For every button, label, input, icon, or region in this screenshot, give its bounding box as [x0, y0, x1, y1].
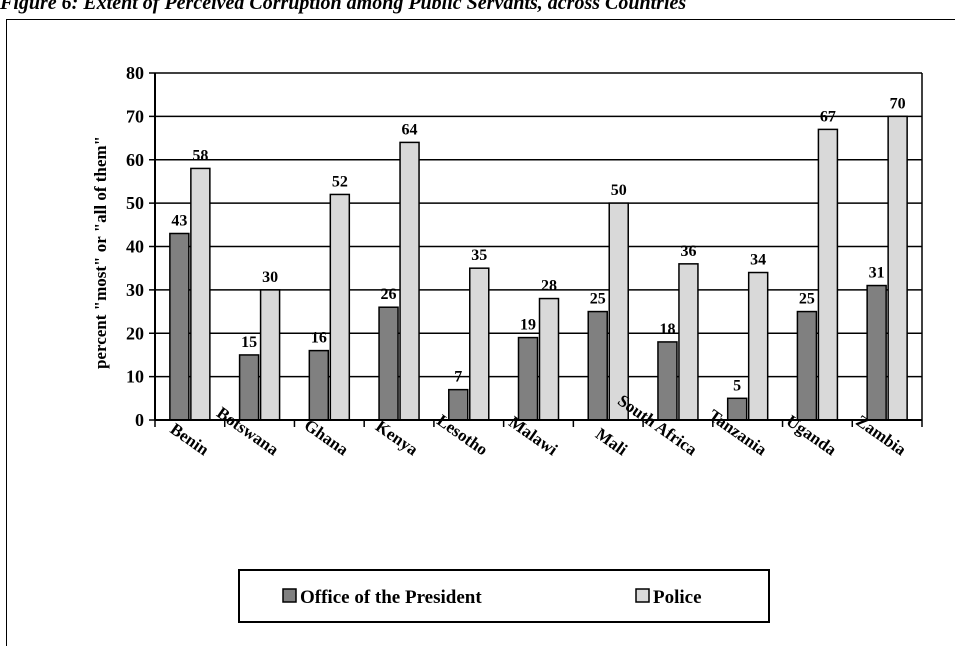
x-label-benin: Benin: [167, 419, 213, 459]
data-label-lesotho-office-of-the-president: 7: [454, 369, 462, 386]
legend-swatch-office-of-the-president: [282, 588, 297, 603]
bar-ghana-office-of-the-president: [308, 349, 330, 421]
bar-uganda-office-of-the-president: [796, 310, 818, 421]
data-label-ghana-office-of-the-president: 16: [311, 330, 327, 347]
data-label-mali-police: 50: [611, 182, 627, 199]
y-tick-label-30: 30: [126, 280, 144, 300]
y-tick-label-80: 80: [126, 63, 144, 83]
x-label-mali: Mali: [592, 424, 631, 459]
bar-zambia-office-of-the-president: [866, 284, 887, 421]
bar-south-africa-office-of-the-president: [657, 341, 678, 421]
bars: [169, 115, 908, 421]
bar-south-africa-police: [678, 263, 699, 421]
y-tick-labels: 0 10 20 30 40 50 60 70 80: [126, 63, 144, 430]
chart-frame: [6, 19, 955, 646]
bar-benin-police: [190, 167, 211, 421]
data-label-uganda-office-of-the-president: 25: [799, 291, 815, 308]
bar-zambia-police: [887, 115, 908, 421]
x-label-ghana: Ghana: [301, 416, 353, 460]
figure-title: Figure 6: Extent of Perceived Corruption…: [0, 0, 687, 14]
gridlines: [155, 72, 922, 378]
bar-lesotho-police: [469, 267, 490, 421]
data-label-south-africa-police: 36: [680, 243, 696, 260]
bar-kenya-police: [399, 141, 420, 421]
legend-label-police: Police: [653, 587, 702, 608]
data-label-botswana-office-of-the-president: 15: [241, 334, 257, 351]
data-label-zambia-police: 70: [890, 95, 906, 112]
axes: [149, 72, 923, 427]
bar-botswana-police: [259, 289, 281, 421]
data-label-benin-police: 58: [192, 147, 208, 164]
bar-kenya-office-of-the-president: [378, 306, 399, 421]
bar-malawi-police: [538, 297, 560, 421]
data-labels: 43 58 15 30 16 52 26 64 7 35 19 28 25 50 18 36 5 34 25 67 31…: [171, 95, 905, 394]
data-label-kenya-office-of-the-president: 26: [381, 286, 397, 303]
data-label-mali-office-of-the-president: 25: [590, 291, 606, 308]
data-label-tanzania-office-of-the-president: 5: [733, 377, 741, 394]
data-label-south-africa-office-of-the-president: 18: [659, 321, 675, 338]
bar-benin-office-of-the-president: [169, 232, 190, 421]
y-tick-label-10: 10: [126, 367, 144, 387]
y-axis-title: percent "most" or "all of them": [91, 136, 110, 369]
bar-uganda-police: [817, 128, 839, 421]
data-label-benin-office-of-the-president: 43: [171, 212, 187, 229]
y-tick-label-40: 40: [126, 237, 144, 257]
data-label-botswana-police: 30: [262, 269, 278, 286]
bar-mali-police: [608, 202, 629, 421]
bar-malawi-office-of-the-president: [517, 336, 539, 421]
legend-swatch-police: [635, 588, 650, 603]
data-label-uganda-police: 67: [820, 108, 836, 125]
y-tick-label-20: 20: [126, 323, 144, 343]
y-tick-label-50: 50: [126, 193, 144, 213]
data-label-zambia-office-of-the-president: 31: [869, 265, 885, 282]
data-label-malawi-police: 28: [541, 278, 557, 295]
y-tick-label-60: 60: [126, 150, 144, 170]
legend: Office of the President Police: [238, 569, 770, 623]
bar-mali-office-of-the-president: [587, 310, 608, 421]
legend-label-office-of-the-president: Office of the President: [300, 587, 482, 608]
bar-tanzania-police: [747, 271, 769, 421]
data-label-ghana-police: 52: [332, 173, 348, 190]
data-label-lesotho-police: 35: [471, 247, 487, 264]
data-label-kenya-police: 64: [402, 121, 418, 138]
y-tick-label-0: 0: [135, 410, 144, 430]
x-label-kenya: Kenya: [372, 417, 422, 460]
bar-ghana-police: [329, 193, 351, 421]
data-label-tanzania-police: 34: [750, 252, 766, 269]
data-label-malawi-office-of-the-president: 19: [520, 317, 536, 334]
bar-botswana-office-of-the-president: [238, 354, 260, 421]
legend-box: [238, 569, 770, 623]
y-tick-label-70: 70: [126, 106, 144, 126]
